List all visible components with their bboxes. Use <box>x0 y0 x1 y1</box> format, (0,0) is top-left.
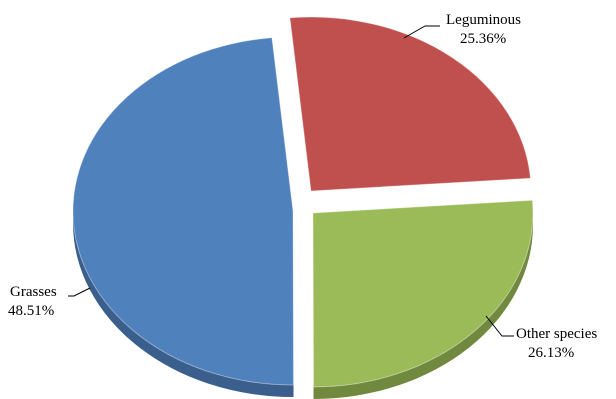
slice-other-species <box>312 199 534 388</box>
slice-name-other-species: Other species <box>516 326 597 342</box>
slice-name-grasses: Grasses <box>10 284 57 300</box>
slice-value-leguminous: 25.36% <box>460 31 506 47</box>
leader-line-grasses <box>68 287 91 297</box>
slice-grasses <box>72 37 295 386</box>
slice-leguminous <box>289 16 531 192</box>
pie-slices <box>72 16 534 388</box>
slice-value-grasses: 48.51% <box>8 303 54 319</box>
pie-labels: Leguminous 25.36% Other species 26.13% G… <box>8 12 597 361</box>
slice-name-leguminous: Leguminous <box>446 12 521 28</box>
slice-value-other-species: 26.13% <box>528 345 574 361</box>
leader-line-other-species <box>485 315 514 337</box>
leader-line-leguminous <box>403 25 440 39</box>
